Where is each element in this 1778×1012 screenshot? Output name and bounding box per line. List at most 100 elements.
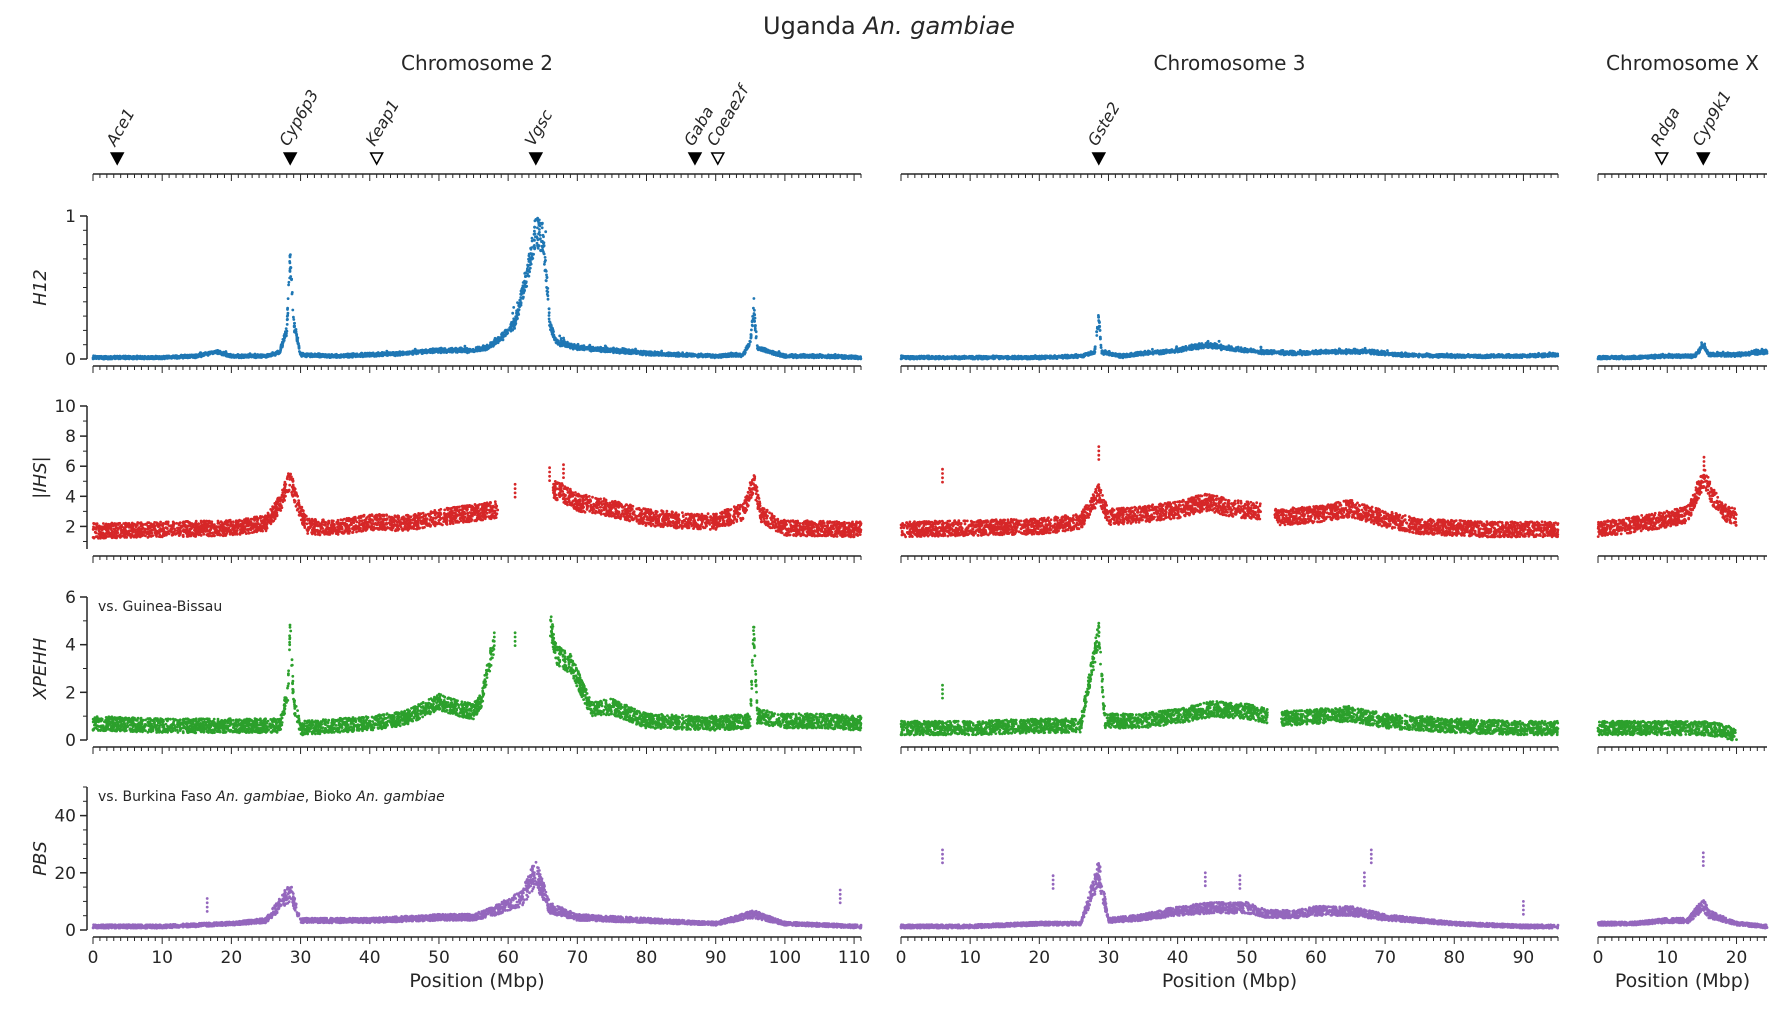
data-point bbox=[192, 354, 195, 357]
data-point bbox=[115, 357, 118, 360]
chromosome-label: Chromosome 3 bbox=[1154, 51, 1306, 75]
data-point bbox=[464, 345, 467, 348]
data-point bbox=[501, 332, 504, 335]
gene-marker bbox=[712, 153, 724, 164]
data-point bbox=[536, 244, 539, 247]
data-point bbox=[459, 349, 462, 352]
data-point bbox=[370, 354, 373, 357]
data-point bbox=[271, 353, 274, 356]
data-point bbox=[534, 219, 537, 222]
data-point bbox=[285, 327, 288, 330]
data-point bbox=[537, 220, 540, 223]
data-point bbox=[170, 356, 173, 359]
data-point bbox=[587, 345, 590, 348]
data-point bbox=[651, 353, 654, 356]
data-point bbox=[847, 356, 850, 359]
data-point bbox=[391, 352, 394, 355]
data-point bbox=[293, 331, 296, 334]
data-point bbox=[739, 353, 742, 356]
data-point bbox=[773, 353, 776, 356]
data-point bbox=[311, 355, 314, 358]
data-point bbox=[534, 236, 537, 239]
data-point bbox=[175, 354, 178, 357]
data-point bbox=[528, 253, 531, 256]
data-point bbox=[533, 230, 536, 233]
data-point bbox=[551, 329, 554, 332]
data-point bbox=[570, 346, 573, 349]
data-point bbox=[785, 356, 788, 359]
data-point bbox=[540, 240, 543, 243]
data-point bbox=[529, 263, 532, 266]
data-point bbox=[417, 350, 420, 353]
data-point bbox=[541, 245, 544, 248]
data-point bbox=[288, 281, 291, 284]
data-point bbox=[287, 312, 290, 315]
data-point bbox=[159, 355, 162, 358]
data-point bbox=[505, 332, 508, 335]
data-point bbox=[756, 344, 759, 347]
data-point bbox=[226, 354, 229, 357]
data-point bbox=[820, 354, 823, 357]
data-point bbox=[539, 237, 542, 240]
data-point bbox=[507, 329, 510, 332]
data-point bbox=[564, 345, 567, 348]
data-point bbox=[511, 329, 514, 332]
data-point bbox=[521, 296, 524, 299]
data-point bbox=[717, 355, 720, 358]
data-point bbox=[527, 258, 530, 261]
data-point bbox=[556, 340, 559, 343]
data-point bbox=[352, 355, 355, 358]
data-point bbox=[247, 356, 250, 359]
data-point bbox=[256, 353, 259, 356]
data-point bbox=[118, 355, 121, 358]
data-point bbox=[216, 350, 219, 353]
data-point bbox=[180, 354, 183, 357]
data-point bbox=[281, 345, 284, 348]
data-point bbox=[533, 226, 536, 229]
data-point bbox=[287, 284, 290, 287]
data-point bbox=[767, 351, 770, 354]
data-point bbox=[135, 356, 138, 359]
data-point bbox=[545, 270, 548, 273]
data-point bbox=[276, 350, 279, 353]
data-point bbox=[92, 358, 95, 361]
data-point bbox=[531, 257, 534, 260]
data-point bbox=[519, 302, 522, 305]
data-point bbox=[210, 351, 213, 354]
gene-label: Cyp6p3 bbox=[275, 86, 322, 149]
data-point bbox=[547, 298, 550, 301]
data-point bbox=[623, 348, 626, 351]
data-point bbox=[661, 354, 664, 357]
data-point bbox=[244, 354, 247, 357]
data-point bbox=[563, 341, 566, 344]
data-point bbox=[553, 337, 556, 340]
data-point bbox=[753, 309, 756, 312]
data-point bbox=[322, 353, 325, 356]
data-point bbox=[605, 346, 608, 349]
data-point bbox=[827, 353, 830, 356]
data-point bbox=[140, 356, 143, 359]
data-point bbox=[731, 354, 734, 357]
data-point bbox=[385, 350, 388, 353]
data-point bbox=[164, 355, 167, 358]
data-point bbox=[525, 285, 528, 288]
data-point bbox=[290, 278, 293, 281]
data-point bbox=[515, 317, 518, 320]
data-point bbox=[583, 346, 586, 349]
chromosome-label: Chromosome 2 bbox=[401, 51, 553, 75]
data-point bbox=[794, 353, 797, 356]
gene-marker bbox=[530, 153, 542, 164]
data-point bbox=[291, 291, 294, 294]
data-point bbox=[714, 354, 717, 357]
data-point bbox=[753, 297, 756, 300]
data-point bbox=[339, 355, 342, 358]
data-point bbox=[332, 356, 335, 359]
data-point bbox=[572, 344, 575, 347]
data-point bbox=[106, 358, 109, 361]
data-point bbox=[361, 353, 364, 356]
data-point bbox=[189, 355, 192, 358]
data-point bbox=[776, 352, 779, 355]
data-point bbox=[236, 354, 239, 357]
data-point bbox=[754, 324, 757, 327]
